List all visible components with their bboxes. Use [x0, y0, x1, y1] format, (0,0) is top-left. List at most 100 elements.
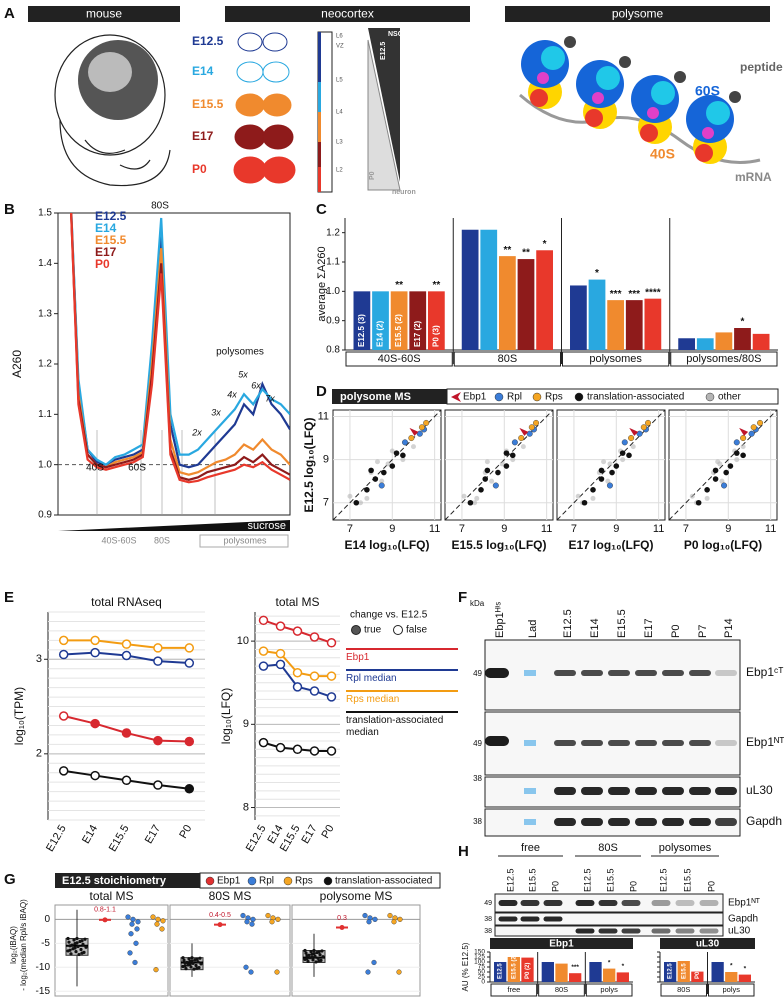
band — [498, 916, 518, 922]
point — [489, 478, 495, 484]
legend-entry: Rpl — [507, 392, 522, 403]
legend-entry: Rpl median — [346, 669, 458, 685]
point — [90, 770, 100, 781]
point — [533, 419, 540, 426]
diagonal — [668, 409, 778, 521]
ribosome-60s — [706, 101, 730, 125]
lane-label: E12.5 — [505, 868, 515, 892]
point — [275, 648, 286, 659]
ladder — [524, 788, 536, 794]
point — [495, 469, 501, 476]
point — [58, 766, 69, 776]
point — [518, 435, 525, 442]
significance: * — [608, 959, 611, 966]
band — [651, 900, 671, 906]
jitter-point — [181, 964, 185, 969]
significance: ** — [522, 248, 530, 259]
point — [364, 487, 370, 493]
brain-icon — [262, 156, 296, 184]
point — [581, 499, 588, 506]
point — [733, 439, 740, 446]
point — [125, 914, 131, 920]
bar — [498, 256, 516, 350]
jitter-point — [313, 954, 317, 958]
jitter-point — [181, 956, 185, 960]
jitter-point — [305, 954, 309, 958]
point — [734, 457, 740, 463]
x-tick-label: E17 — [299, 823, 319, 846]
legend-entry: Rpl — [259, 876, 274, 887]
band — [598, 928, 618, 934]
point — [408, 435, 415, 442]
point — [740, 435, 747, 442]
significance: * — [741, 317, 745, 328]
title-box — [490, 938, 633, 949]
point — [371, 959, 377, 966]
point — [712, 476, 719, 482]
y-tick-label: 1.1 — [326, 257, 340, 268]
point — [121, 650, 132, 661]
point — [387, 912, 393, 919]
point — [613, 463, 620, 469]
jitter-point — [184, 967, 188, 971]
point — [509, 452, 516, 459]
lane-label: Lad — [527, 620, 539, 638]
band — [581, 740, 603, 746]
legend-marker — [205, 876, 215, 886]
x-tick-label: 80S — [677, 985, 690, 994]
stage-label: E14 — [192, 64, 214, 78]
brain-icon — [234, 124, 266, 150]
ebp1-point — [217, 922, 223, 928]
point — [243, 964, 249, 970]
x-tick-label: 7 — [571, 523, 577, 535]
jitter-point — [182, 958, 186, 962]
curve — [70, 213, 290, 484]
band — [699, 900, 719, 906]
bar — [390, 291, 408, 350]
band-label: Ebp1ᴺᵀ — [728, 898, 761, 909]
point — [184, 643, 195, 653]
curve — [70, 213, 290, 481]
jitter-point — [320, 949, 324, 953]
point — [721, 482, 728, 489]
point — [733, 450, 740, 456]
panel-letter: C — [316, 201, 327, 218]
point — [715, 459, 721, 465]
jitter-point — [321, 955, 325, 959]
band — [554, 818, 576, 826]
fraction-label: polysomes — [223, 535, 267, 545]
point — [400, 452, 406, 459]
point — [379, 478, 385, 484]
point — [402, 439, 409, 446]
jitter-point — [67, 940, 71, 944]
y-tick-label: 2 — [36, 748, 42, 760]
y-tick-label: 10 — [237, 635, 249, 647]
peak-label: polysomes — [216, 347, 264, 358]
band — [689, 787, 711, 795]
y-tick-label: -5 — [41, 938, 50, 949]
point — [520, 444, 526, 450]
legend-marker — [532, 392, 542, 402]
bar — [625, 300, 643, 350]
header: mouse — [86, 7, 122, 21]
x-tick-label: 9 — [501, 523, 507, 535]
sucrose-gradient — [58, 520, 290, 531]
legend-entry: Ebp1 — [217, 876, 241, 887]
legend-marker — [351, 625, 361, 635]
band — [651, 928, 671, 934]
jitter-point — [79, 947, 83, 952]
bar — [752, 333, 770, 350]
point — [689, 493, 695, 499]
fraction-label: polysomes — [659, 842, 712, 854]
x-tick-label: 80S — [555, 985, 568, 994]
peak-label: 80S — [151, 201, 169, 212]
jitter-point — [304, 951, 308, 955]
point — [636, 430, 643, 437]
bar-label: E17 (2) — [413, 320, 422, 347]
legend-marker — [574, 392, 584, 402]
point — [184, 784, 195, 794]
bar — [541, 962, 554, 982]
y-axis-label: log₂(iBAQ) — [9, 926, 18, 964]
point — [391, 919, 397, 925]
